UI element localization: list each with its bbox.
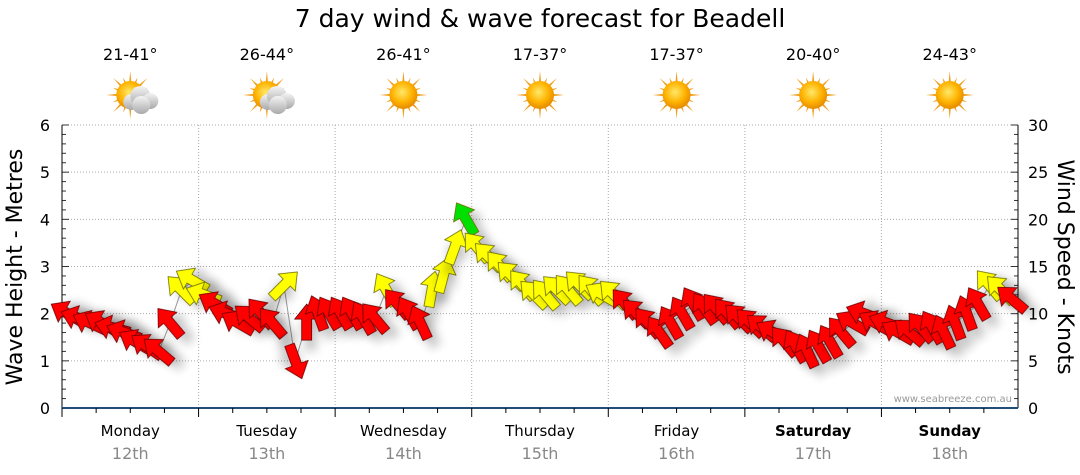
sun-icon [516,71,564,119]
wind-arrow [407,305,433,342]
wind-arrow [267,271,298,302]
partly-cloudy-icon [242,71,295,119]
right-tick-label: 15 [1028,258,1048,277]
wind-arrow [431,256,457,295]
sun-ray [402,105,405,119]
day-temperature: 17-37° [513,45,568,64]
day-temperature: 24-43° [922,45,977,64]
sun-ray [811,71,815,85]
right-axis-title: Wind Speed - Knots [1052,159,1077,374]
left-tick-label: 1 [40,352,50,371]
sun-ray [960,93,974,97]
sun-ray [675,71,678,85]
sun-ray [948,71,952,85]
watermark: www.seabreeze.com.au [894,394,1012,405]
wind-arrow [453,202,480,238]
sun-ray [948,105,952,119]
day-name: Monday [101,422,160,440]
day-name: Thursday [504,422,575,440]
sun-ray [675,105,678,119]
sun-disc [799,81,828,109]
wind-arrow [284,342,309,380]
wind-arrow [143,338,176,367]
sun-disc [389,81,418,109]
sun-ray [106,93,120,97]
day-name: Tuesday [235,422,297,440]
left-axis-title: Wave Height - Metres [3,149,28,386]
day-name: Friday [654,422,700,440]
sun-ray [265,71,269,85]
cloud-icon [259,86,295,114]
sun-ray [516,93,530,97]
sun-ray [379,93,393,97]
left-tick-label: 5 [40,163,50,182]
day-date: 13th [248,444,285,463]
sun-icon [379,71,428,119]
right-tick-label: 30 [1028,116,1048,135]
sun-ray [414,93,428,97]
day-date: 15th [522,444,559,463]
day-date: 17th [795,444,832,463]
sun-disc [526,81,554,109]
cloud-puff [268,96,287,114]
sun-icon [652,71,701,119]
sun-icon [925,71,974,119]
day-date: 18th [931,444,968,463]
left-tick-label: 0 [40,399,50,418]
wind-arrows [50,202,1030,380]
wind-arrow [362,303,391,336]
sun-ray [550,93,564,97]
chart-title: 7 day wind & wave forecast for Beadell [294,4,786,33]
day-temperature: 17-37° [649,45,704,64]
day-date: 14th [385,444,422,463]
left-tick-label: 3 [40,258,50,277]
day-temperature: 20-40° [786,45,841,64]
day-name: Wednesday [360,422,447,440]
sun-ray [538,71,542,85]
left-tick-label: 4 [40,210,50,229]
wind-arrow [259,308,288,340]
day-date: 16th [658,444,695,463]
day-temperature: 26-44° [240,45,295,64]
wind-arrow [157,308,186,340]
left-tick-label: 6 [40,116,50,135]
cloud-icon [123,86,159,114]
right-tick-label: 25 [1028,163,1048,182]
sun-ray [128,71,132,85]
day-date: 12th [112,444,149,463]
right-tick-label: 0 [1028,399,1038,418]
sun-ray [824,93,838,97]
right-tick-label: 10 [1028,305,1048,324]
sun-ray [242,93,256,97]
sun-icon [789,71,838,119]
wind-arrow [997,286,1030,315]
day-name: Sunday [919,422,982,440]
sun-ray [811,105,815,119]
wind-arrow [965,287,992,323]
sun-disc [935,81,964,109]
day-temperature: 21-41° [103,45,158,64]
sun-ray [925,93,939,97]
sun-disc [662,81,691,109]
right-tick-label: 20 [1028,210,1048,229]
day-temperature: 26-41° [376,45,431,64]
right-tick-label: 5 [1028,352,1038,371]
partly-cloudy-icon [106,71,159,119]
sun-ray [402,71,405,85]
sun-ray [652,93,666,97]
sun-ray [538,105,542,119]
cloud-puff [132,96,151,114]
day-name: Saturday [775,422,852,440]
left-tick-label: 2 [40,305,50,324]
sun-ray [687,93,701,97]
sun-ray [789,93,803,97]
